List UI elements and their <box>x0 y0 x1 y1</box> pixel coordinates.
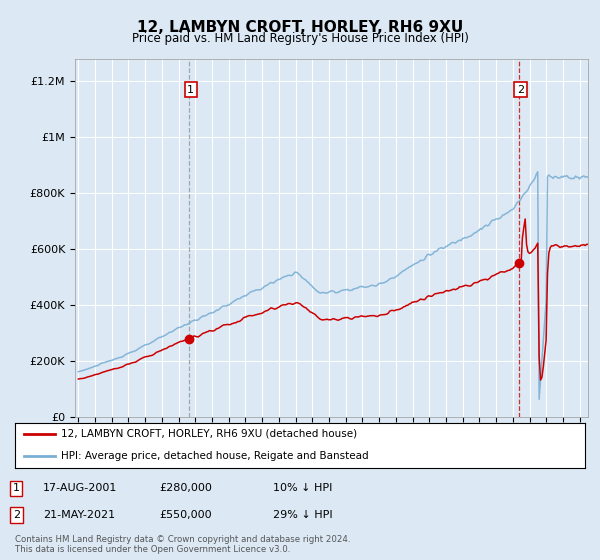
Text: 1: 1 <box>13 483 20 493</box>
Text: Price paid vs. HM Land Registry's House Price Index (HPI): Price paid vs. HM Land Registry's House … <box>131 32 469 45</box>
Text: HPI: Average price, detached house, Reigate and Banstead: HPI: Average price, detached house, Reig… <box>61 451 368 461</box>
Text: 2: 2 <box>517 85 524 95</box>
Text: 29% ↓ HPI: 29% ↓ HPI <box>273 510 332 520</box>
Text: 10% ↓ HPI: 10% ↓ HPI <box>273 483 332 493</box>
Text: Contains HM Land Registry data © Crown copyright and database right 2024.
This d: Contains HM Land Registry data © Crown c… <box>15 535 350 554</box>
Text: £280,000: £280,000 <box>159 483 212 493</box>
Text: 2: 2 <box>13 510 20 520</box>
Text: 21-MAY-2021: 21-MAY-2021 <box>43 510 115 520</box>
Text: 17-AUG-2001: 17-AUG-2001 <box>43 483 118 493</box>
Text: 12, LAMBYN CROFT, HORLEY, RH6 9XU: 12, LAMBYN CROFT, HORLEY, RH6 9XU <box>137 20 463 35</box>
Text: 12, LAMBYN CROFT, HORLEY, RH6 9XU (detached house): 12, LAMBYN CROFT, HORLEY, RH6 9XU (detac… <box>61 429 357 439</box>
Text: 1: 1 <box>187 85 194 95</box>
Text: £550,000: £550,000 <box>159 510 212 520</box>
